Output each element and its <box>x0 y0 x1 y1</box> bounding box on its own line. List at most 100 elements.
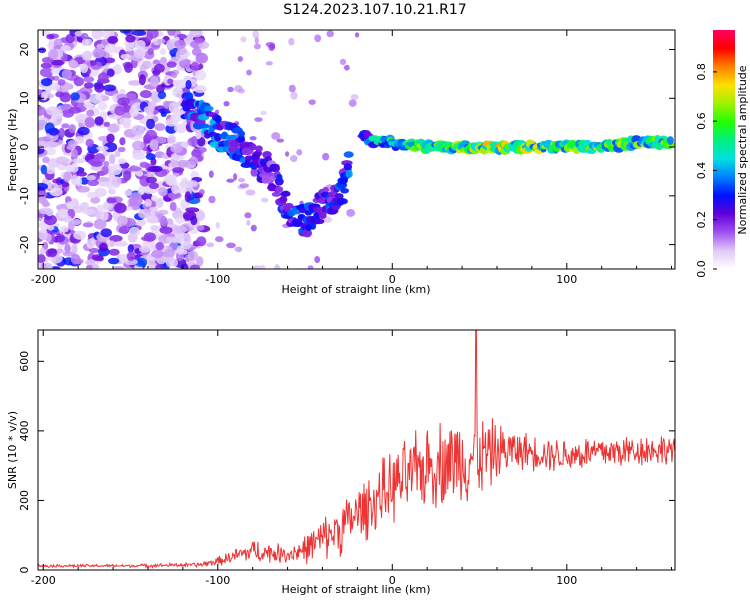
heatmap-cell <box>41 91 48 101</box>
heatmap-cell <box>196 256 204 267</box>
heatmap-cell <box>125 34 136 43</box>
heatmap-cell <box>183 232 191 243</box>
heatmap-cell <box>261 197 269 203</box>
heatmap-cell <box>68 59 79 69</box>
heatmap-cell <box>38 140 49 149</box>
heatmap-cell <box>86 238 96 249</box>
heatmap-cell <box>71 148 79 158</box>
heatmap-cell <box>120 53 132 60</box>
heatmap-cell <box>81 38 90 47</box>
heatmap-cell <box>60 45 71 52</box>
heatmap-cell <box>61 123 70 129</box>
heatmap-cell <box>190 264 201 269</box>
heatmap-cell <box>89 94 103 104</box>
heatmap-cell <box>208 170 214 178</box>
heatmap-cell <box>189 30 203 38</box>
heatmap-cell <box>165 123 178 134</box>
heatmap-cell <box>175 217 185 224</box>
colorbar-label: Normalized spectral amplitude <box>736 65 749 234</box>
heatmap-cell <box>50 266 61 269</box>
heatmap-cell <box>128 80 142 86</box>
heatmap-cell <box>191 135 198 147</box>
heatmap-cell <box>91 30 103 40</box>
heatmap-cell <box>237 130 246 137</box>
heatmap-cell <box>106 197 117 204</box>
heatmap-cell <box>290 155 298 163</box>
heatmap-cell <box>308 99 316 105</box>
snr-line <box>38 330 675 569</box>
heatmap-cell <box>107 36 119 44</box>
heatmap-cell <box>138 208 151 219</box>
heatmap-cell <box>138 246 150 253</box>
heatmap-cell <box>244 212 252 219</box>
heatmap-cell <box>198 188 205 196</box>
heatmap-cell <box>167 78 174 85</box>
heatmap-cell <box>285 202 294 209</box>
heatmap-cell <box>189 156 199 166</box>
heatmap-cell <box>146 118 156 130</box>
heatmap-cell <box>250 224 257 232</box>
heatmap-cell <box>108 257 120 265</box>
heatmap-cell <box>72 158 86 164</box>
heatmap-cell <box>65 33 75 44</box>
heatmap-cell <box>354 32 360 38</box>
heatmap-cell <box>122 170 132 181</box>
heatmap-cell <box>149 139 159 151</box>
heatmap-cell <box>322 152 330 161</box>
heatmap-cell <box>149 76 160 88</box>
heatmap-cell <box>88 247 100 254</box>
heatmap-cell <box>159 226 173 234</box>
heatmap-cell <box>226 178 235 183</box>
bottom-x-tick-label: 100 <box>556 574 577 587</box>
top-x-axis-label: Height of straight line (km) <box>281 283 430 296</box>
heatmap-cell <box>38 182 49 191</box>
heatmap-cell <box>170 237 184 244</box>
heatmap-cell <box>196 136 206 147</box>
heatmap-cell <box>132 152 146 160</box>
heatmap-cell <box>85 259 96 266</box>
heatmap-cell <box>326 30 335 38</box>
heatmap-cell <box>103 121 111 127</box>
heatmap-cell <box>158 186 168 197</box>
top-x-tick-label: -100 <box>205 273 230 286</box>
heatmap-cell <box>280 191 291 197</box>
heatmap-cell <box>214 115 222 124</box>
heatmap-cell <box>134 257 148 268</box>
heatmap-cell <box>66 144 76 150</box>
heatmap-cell <box>50 82 61 91</box>
heatmap-cell <box>240 36 247 43</box>
heatmap-cell <box>81 51 91 61</box>
heatmap-cell <box>92 48 105 59</box>
heatmap-cell <box>285 151 290 157</box>
heatmap-cell <box>100 228 112 238</box>
heatmap-cell <box>208 195 216 204</box>
heatmap-cell <box>157 91 167 100</box>
heatmap-cell <box>246 219 251 226</box>
heatmap-cell <box>340 187 349 194</box>
heatmap-cell <box>38 123 44 131</box>
heatmap-cell <box>90 196 101 204</box>
heatmap-cell <box>117 146 126 153</box>
heatmap-cell <box>126 251 136 261</box>
heatmap-cell <box>74 30 84 37</box>
heatmap-cell <box>38 196 47 204</box>
heatmap-cell <box>103 160 110 167</box>
heatmap-cell <box>167 134 177 145</box>
heatmap-cell <box>84 116 95 128</box>
heatmap-cell <box>155 263 165 269</box>
heatmap-cell <box>86 175 96 181</box>
heatmap-cell <box>70 253 81 265</box>
heatmap-cell <box>38 47 47 54</box>
heatmap-cell <box>94 83 105 93</box>
heatmap-cell <box>123 62 134 73</box>
heatmap-cell <box>134 49 145 59</box>
heatmap-cell <box>254 117 263 122</box>
heatmap-cell <box>42 156 50 164</box>
top-x-tick-label: 100 <box>556 273 577 286</box>
heatmap-cell <box>129 106 139 117</box>
heatmap-cell <box>119 117 132 126</box>
heatmap-cell <box>309 222 317 230</box>
heatmap-cell <box>108 188 116 195</box>
heatmap-cell <box>144 198 152 207</box>
heatmap-cell <box>124 258 138 266</box>
